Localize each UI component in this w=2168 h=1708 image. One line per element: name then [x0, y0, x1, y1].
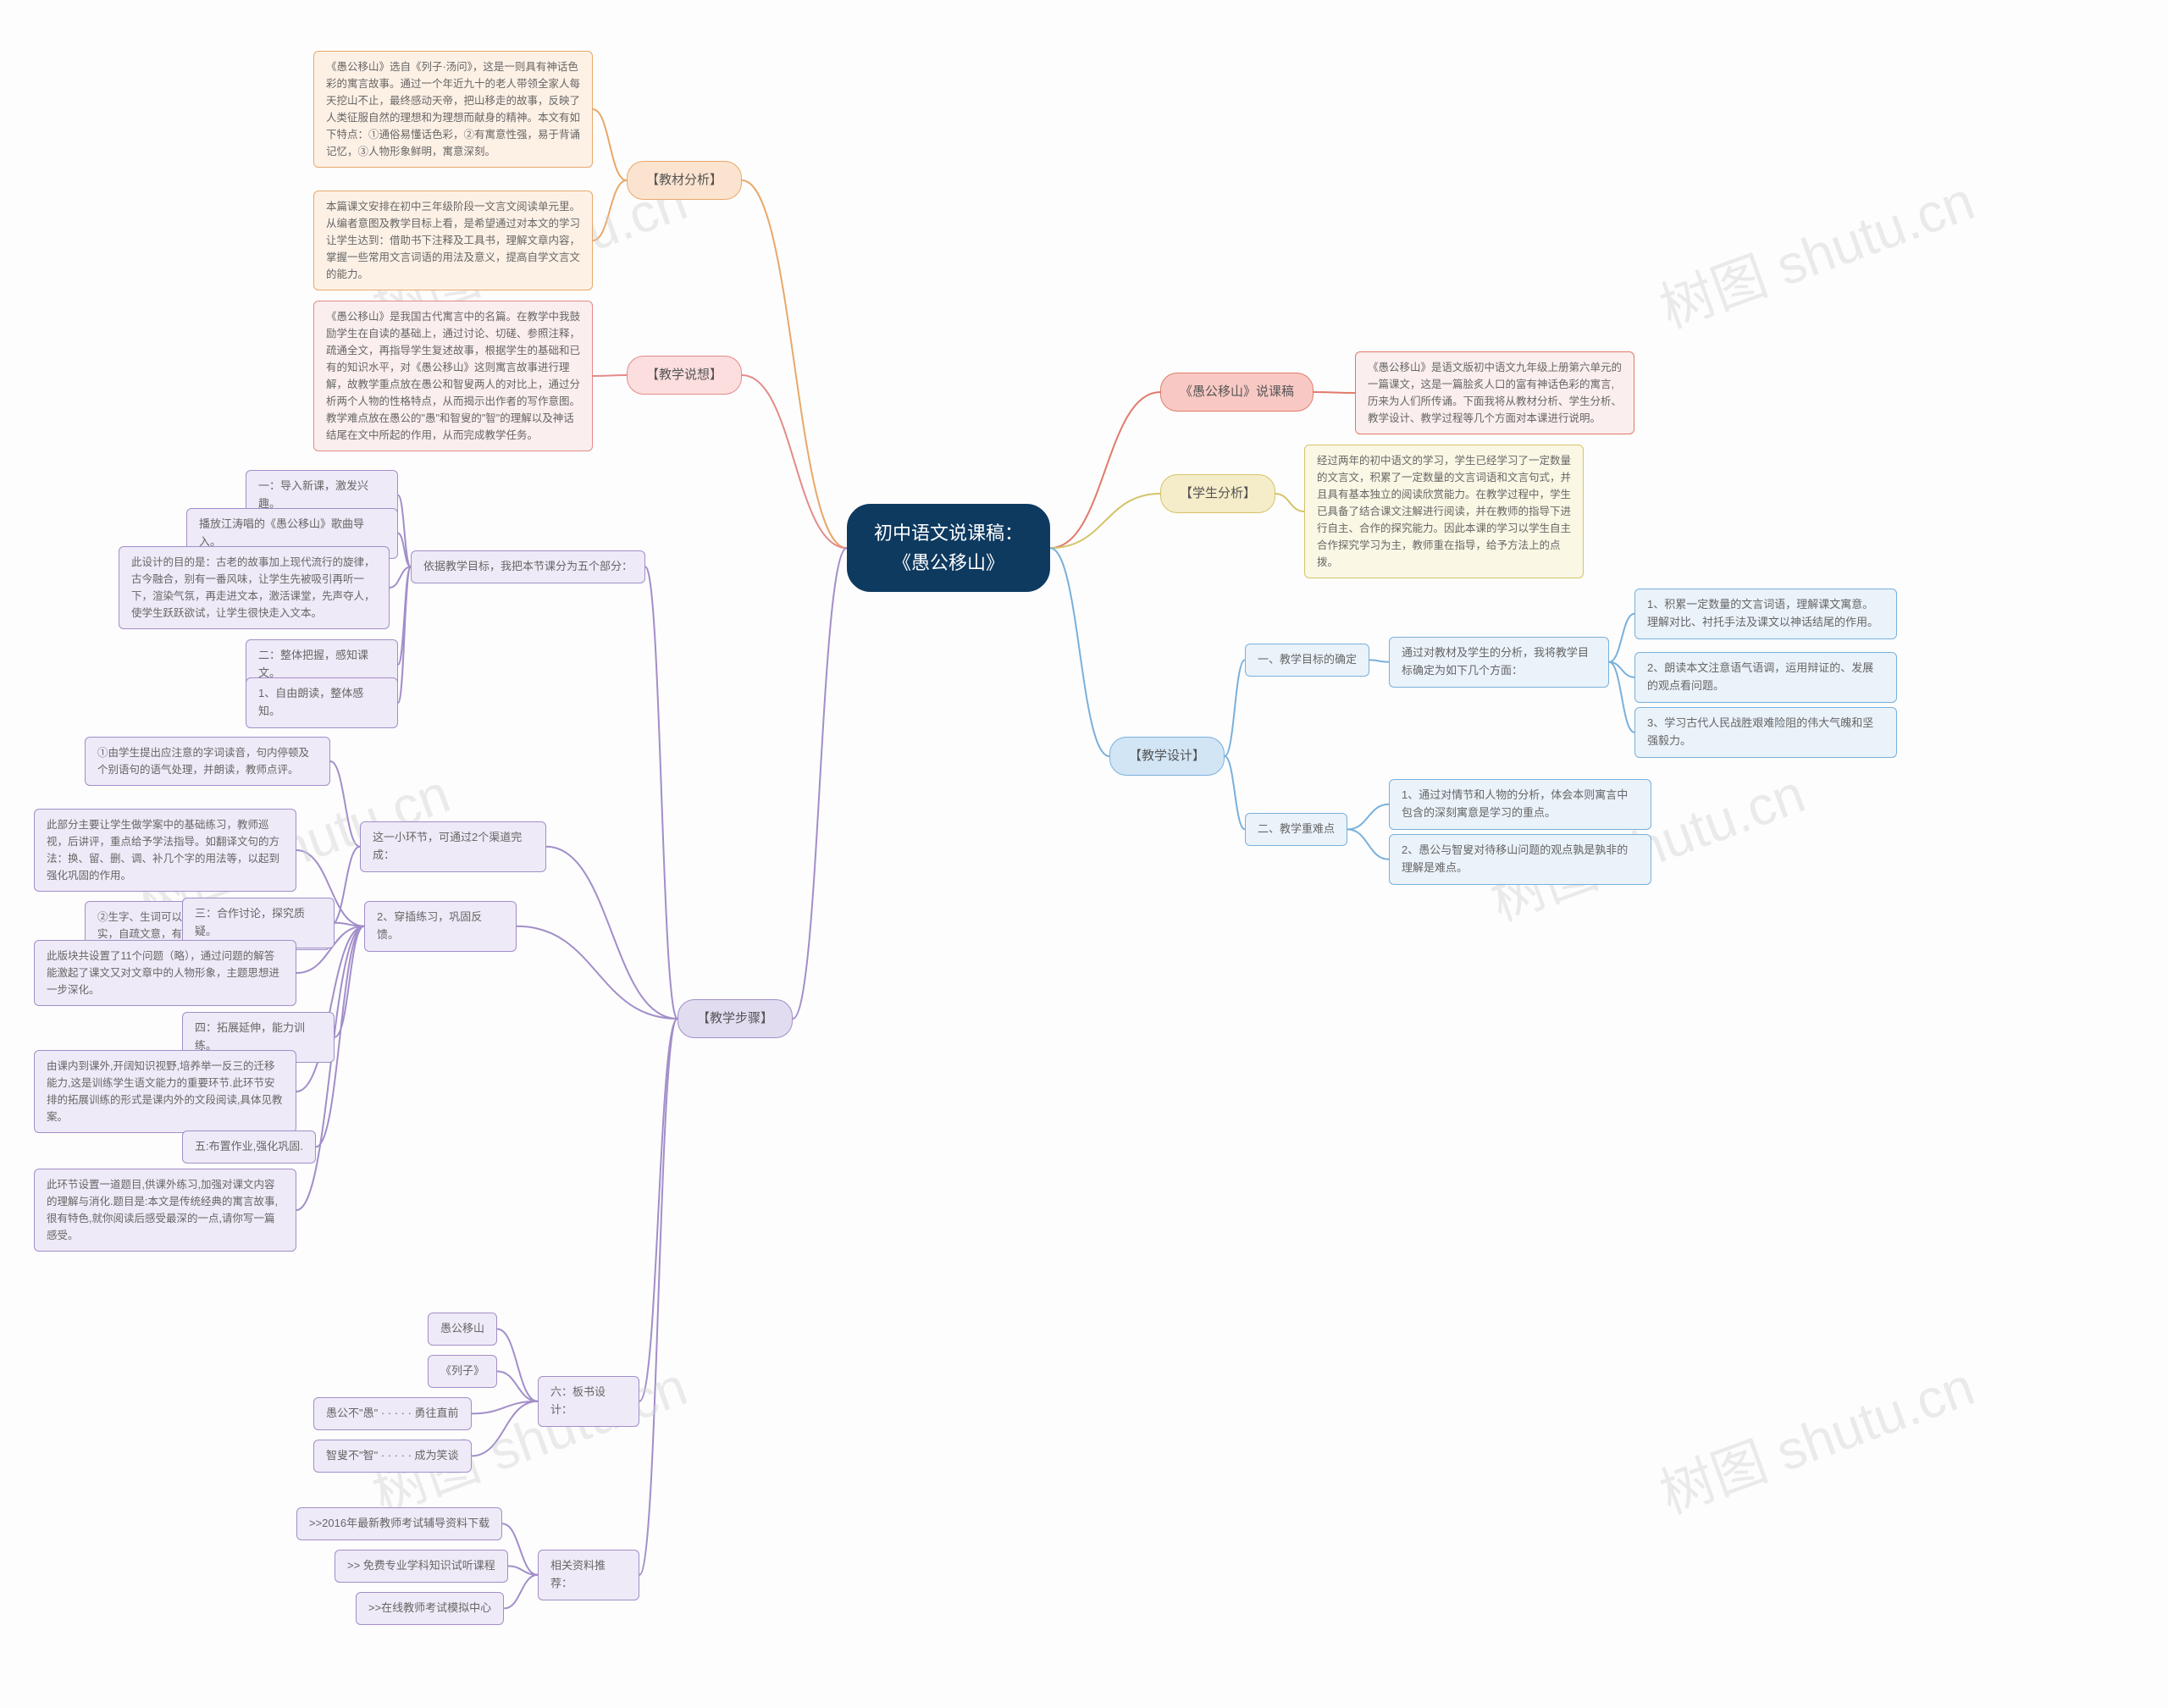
- leaf-xuesheng-1: 经过两年的初中语文的学习，学生已经学习了一定数量的文言文，积累了一定数量的文言词…: [1304, 445, 1584, 578]
- watermark: 树图 shutu.cn: [1648, 158, 1983, 343]
- branch-buzhou: 【教学步骤】: [678, 999, 793, 1038]
- links-desc: 这一小环节，可通过2个渠道完成：: [360, 821, 546, 872]
- banshu-1: 愚公移山: [428, 1313, 497, 1346]
- banshu-2: 《列子》: [428, 1355, 497, 1388]
- plan-2a: 1、自由朗读，整体感知。: [246, 677, 398, 728]
- ziliao-3: >>在线教师考试模拟中心: [356, 1592, 504, 1625]
- watermark: 树图 shutu.cn: [361, 1343, 696, 1528]
- plan-1b: 此设计的目的是：古老的故事加上现代流行的旋律，古今融合，别有一番风味，让学生先被…: [119, 546, 390, 629]
- sub-sheji-1-a: 1、积累一定数量的文言词语，理解课文寓意。理解对比、衬托手法及课文以神话结尾的作…: [1634, 589, 1897, 639]
- leaf-jiaocai-1: 《愚公移山》选自《列子·汤问》，这是一则具有神话色彩的寓言故事。通过一个年近九十…: [313, 51, 593, 168]
- plan-5: 五:布置作业,强化巩固.: [182, 1130, 316, 1164]
- root-node: 初中语文说课稿：《愚公移山》: [847, 504, 1050, 592]
- sub-sheji-1-c: 3、学习古代人民战胜艰难险阻的伟大气魄和坚强毅力。: [1634, 707, 1897, 758]
- watermark: 树图 shutu.cn: [1648, 1343, 1983, 1528]
- practice: 2、穿插练习，巩固反馈。: [364, 901, 517, 952]
- plan-desc: 依据教学目标，我把本节课分为五个部分：: [411, 550, 645, 583]
- banshu-3: 愚公不"愚" · · · · · 勇往直前: [313, 1397, 472, 1430]
- plan-3a: 此版块共设置了11个问题（略），通过问题的解答能激起了课文又对文章中的人物形象，…: [34, 940, 296, 1006]
- link-a: ①由学生提出应注意的字词读音，句内停顿及个别语句的语气处理，并朗读，教师点评。: [85, 737, 330, 786]
- ziliao-1: >>2016年最新教师考试辅导资料下载: [296, 1507, 502, 1540]
- ziliao: 相关资料推荐：: [538, 1550, 639, 1600]
- sub-sheji-1-desc: 通过对教材及学生的分析，我将教学目标确定为如下几个方面：: [1389, 637, 1609, 688]
- sub-sheji-1-b: 2、朗读本文注意语气语调，运用辩证的、发展的观点看问题。: [1634, 652, 1897, 703]
- leaf-jiaocai-2: 本篇课文安排在初中三年级阶段一文言文阅读单元里。从编者意图及教学目标上看，是希望…: [313, 191, 593, 290]
- banshu-4: 智叟不"智" · · · · · 成为笑谈: [313, 1440, 472, 1473]
- banshu: 六：板书设计：: [538, 1376, 639, 1427]
- branch-sheji: 【教学设计】: [1109, 737, 1225, 776]
- plan-4a: 由课内到课外,开阔知识视野,培养举一反三的迁移能力,这是训练学生语文能力的重要环…: [34, 1050, 296, 1133]
- branch-shuoke: 《愚公移山》说课稿: [1160, 373, 1314, 412]
- sub-sheji-2-b: 2、愚公与智叟对待移山问题的观点孰是孰非的理解是难点。: [1389, 834, 1651, 885]
- plan-5a: 此环节设置一道题目,供课外练习,加强对课文内容的理解与消化.题目是:本文是传统经…: [34, 1169, 296, 1252]
- leaf-shuoxiang-1: 《愚公移山》是我国古代寓言中的名篇。在教学中我鼓励学生在自读的基础上，通过讨论、…: [313, 301, 593, 451]
- practice-a: 此部分主要让学生做学案中的基础练习，教师巡视，后讲评，重点给予学法指导。如翻译文…: [34, 809, 296, 892]
- sub-sheji-2-a: 1、通过对情节和人物的分析，体会本则寓言中包含的深刻寓意是学习的重点。: [1389, 779, 1651, 830]
- sub-sheji-2: 二、教学重难点: [1245, 813, 1347, 846]
- sub-sheji-1: 一、教学目标的确定: [1245, 644, 1369, 677]
- leaf-shuoke-1: 《愚公移山》是语文版初中语文九年级上册第六单元的一篇课文，这是一篇脍炙人口的富有…: [1355, 351, 1634, 434]
- branch-shuoxiang: 【教学说想】: [627, 356, 742, 395]
- branch-xuesheng: 【学生分析】: [1160, 474, 1275, 513]
- branch-jiaocai: 【教材分析】: [627, 161, 742, 200]
- ziliao-2: >> 免费专业学科知识试听课程: [335, 1550, 508, 1583]
